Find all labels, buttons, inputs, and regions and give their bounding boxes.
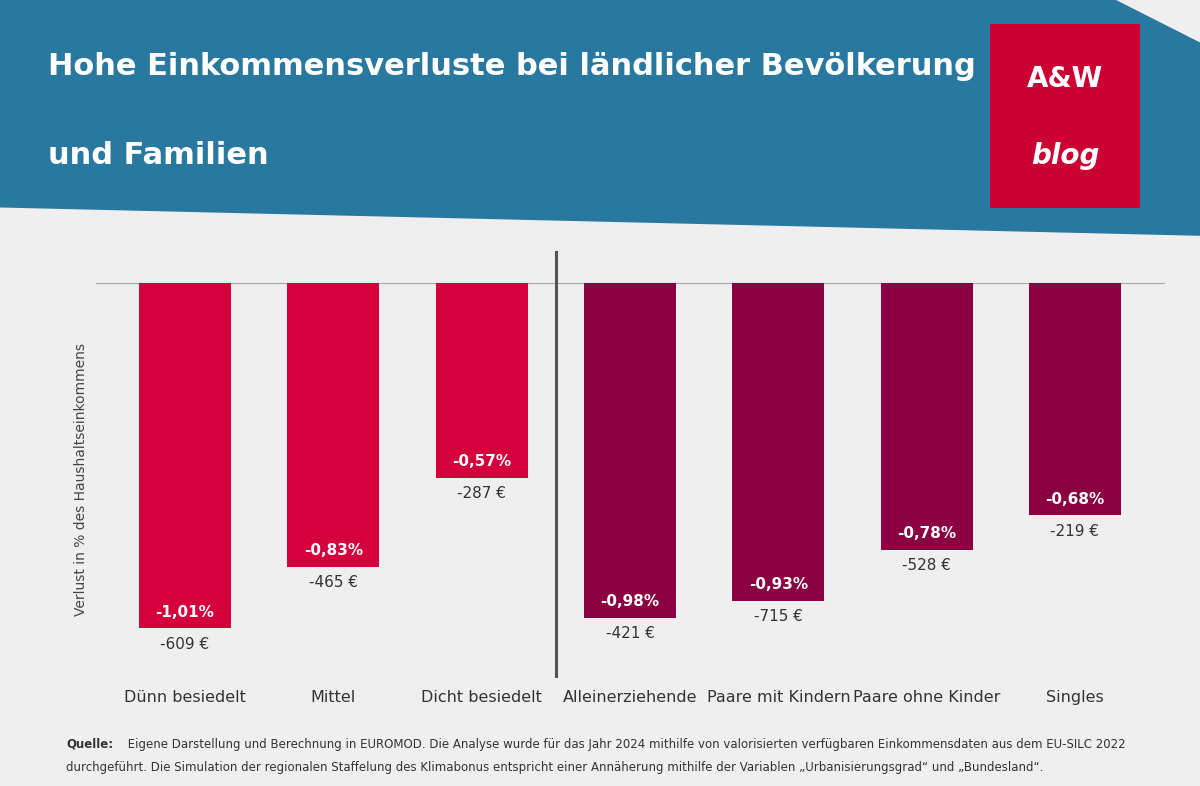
Text: -287 €: -287 € [457, 487, 506, 501]
Text: -0,68%: -0,68% [1045, 492, 1105, 507]
Text: -0,83%: -0,83% [304, 543, 362, 558]
Bar [1030, 283, 1121, 516]
Bar [436, 283, 528, 478]
Y-axis label: Verlust in % des Haushaltseinkommens: Verlust in % des Haushaltseinkommens [73, 343, 88, 616]
Text: blog: blog [1031, 142, 1099, 170]
FancyBboxPatch shape [990, 24, 1140, 208]
Text: durchgeführt. Die Simulation der regionalen Staffelung des Klimabonus entspricht: durchgeführt. Die Simulation der regiona… [66, 761, 1043, 774]
Text: und Familien: und Familien [48, 141, 269, 171]
Text: -528 €: -528 € [902, 558, 952, 573]
Text: -219 €: -219 € [1050, 524, 1099, 539]
Text: Hohe Einkommensverluste bei ländlicher Bevölkerung: Hohe Einkommensverluste bei ländlicher B… [48, 52, 976, 81]
Polygon shape [0, 0, 1200, 236]
Bar [881, 283, 973, 549]
Text: -609 €: -609 € [161, 637, 210, 652]
Text: A&W: A&W [1027, 64, 1103, 93]
Text: -465 €: -465 € [308, 575, 358, 590]
Text: Quelle:: Quelle: [66, 737, 113, 751]
Bar [139, 283, 230, 628]
Text: -1,01%: -1,01% [156, 604, 215, 619]
Text: -0,93%: -0,93% [749, 577, 808, 592]
Text: Eigene Darstellung und Berechnung in EUROMOD. Die Analyse wurde für das Jahr 202: Eigene Darstellung und Berechnung in EUR… [124, 737, 1126, 751]
Text: -0,78%: -0,78% [898, 526, 956, 541]
Text: -421 €: -421 € [606, 626, 654, 641]
Bar [287, 283, 379, 567]
Text: -0,57%: -0,57% [452, 454, 511, 469]
Text: -715 €: -715 € [754, 609, 803, 624]
Text: -0,98%: -0,98% [600, 594, 660, 609]
Bar [584, 283, 676, 618]
Bar [732, 283, 824, 601]
